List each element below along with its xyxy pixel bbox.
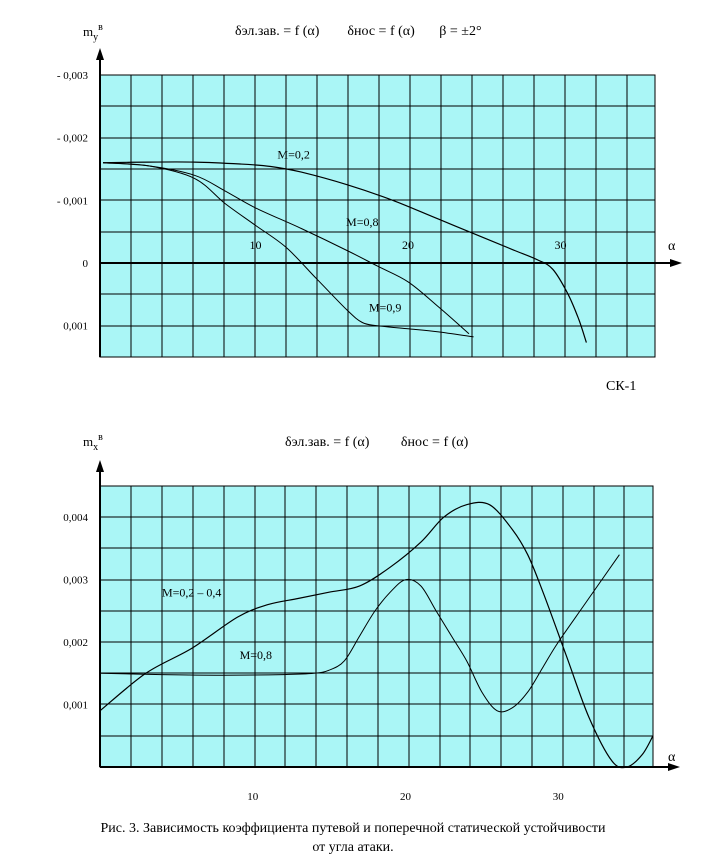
y-tick-label: - 0,002 — [57, 133, 88, 145]
annotation-label: 10 — [250, 238, 262, 252]
figure-caption-line1: Рис. 3. Зависимость коэффициента путевой… — [100, 821, 606, 836]
y-tick-label: 0 — [83, 258, 89, 270]
y-axis-arrow — [96, 460, 104, 472]
chart-title: δэл.зав. = f (α) δнос = f (α) — [285, 435, 469, 450]
x-tick-label: 20 — [400, 791, 412, 803]
y-tick-label: 0,004 — [63, 512, 88, 524]
annotation-label: M=0,2 – 0,4 — [162, 586, 221, 600]
y-tick-label: - 0,001 — [57, 195, 88, 207]
series-line-2 — [102, 162, 470, 335]
annotation-label: 20 — [402, 238, 414, 252]
figure-caption-line2: от угла атаки. — [312, 840, 394, 855]
chart-1: myв α δэл.зав. = f (α) δнос = f (α) β = ±2… — [57, 22, 682, 358]
sk-label: СК-1 — [606, 379, 637, 394]
chart-2: mxв α δэл.зав. = f (α) δнос = f (α) 0,001 0,… — [63, 432, 680, 803]
y-axis-label: myв — [83, 22, 103, 43]
y-tick-label: 0,003 — [63, 575, 88, 587]
annotation-label: 30 — [554, 238, 566, 252]
series-line-2 — [99, 554, 620, 713]
x-axis-label: α — [668, 239, 676, 254]
y-tick-label: - 0,003 — [57, 70, 89, 82]
x-axis-arrow — [668, 763, 680, 771]
plot-area — [99, 485, 654, 768]
x-axis-arrow — [670, 259, 682, 267]
y-tick-label: 0,001 — [63, 321, 88, 333]
series-line-1 — [102, 161, 587, 343]
series-line-3 — [102, 162, 474, 338]
x-tick-label: 30 — [553, 791, 565, 803]
annotation-label: M=0,9 — [369, 300, 401, 314]
x-tick-label: 10 — [247, 791, 259, 803]
annotation-label: M=0,8 — [240, 648, 272, 662]
x-axis-label: α — [668, 750, 676, 765]
annotation-label: M=0,8 — [346, 215, 378, 229]
chart-title: δэл.зав. = f (α) δнос = f (α) β = ±2° — [235, 24, 482, 39]
y-axis-arrow — [96, 48, 104, 60]
y-tick-label: 0,002 — [63, 637, 88, 649]
y-tick-label: 0,001 — [63, 700, 88, 712]
series-line-1 — [99, 501, 654, 769]
y-axis-label: mxв — [83, 432, 103, 453]
annotation-label: M=0,2 — [277, 147, 309, 161]
